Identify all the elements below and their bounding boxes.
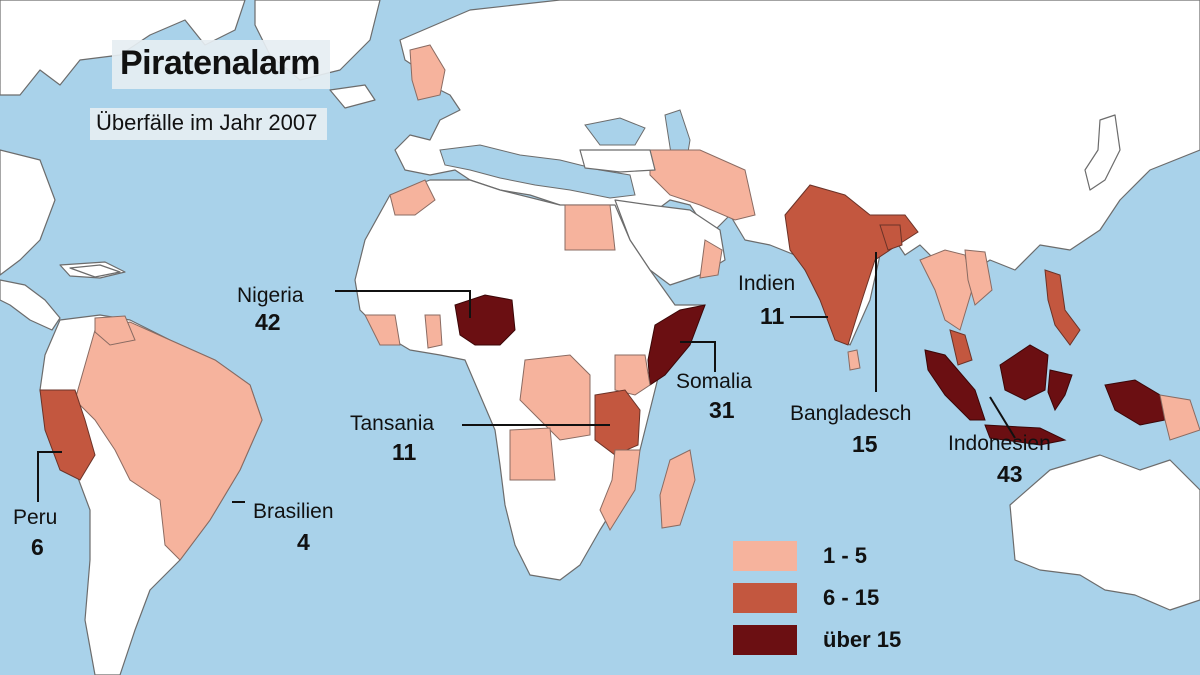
label-brasilien-name: Brasilien <box>253 500 334 523</box>
legend-item: 1 - 5 <box>733 540 901 572</box>
country-somalia <box>647 304 706 386</box>
country-turkey <box>579 149 656 173</box>
label-bangladesch-attacks: 15 <box>852 431 878 457</box>
country-oman <box>699 239 723 279</box>
country-indonesia-java <box>984 424 1067 446</box>
country-indonesia-sumatra <box>924 349 986 421</box>
country-egypt <box>564 204 616 251</box>
label-peru-name: Peru <box>13 506 57 529</box>
label-nigeria-attacks: 42 <box>255 309 281 335</box>
landmass-north-america-south <box>0 149 56 276</box>
country-sri-lanka <box>847 349 861 371</box>
country-malaysia <box>949 329 973 366</box>
country-west-africa-coast <box>364 314 401 346</box>
map-title: Piratenalarm <box>120 44 321 82</box>
landmass-eurasia <box>394 0 1200 346</box>
landmass-australia <box>1009 454 1200 611</box>
country-iran-region <box>649 149 756 221</box>
label-indien-name: Indien <box>738 272 795 295</box>
leader-nigeria <box>335 290 471 318</box>
country-venezuela-guyana <box>94 315 136 346</box>
country-indonesia-borneo <box>999 344 1049 401</box>
landmass-japan <box>1084 114 1121 191</box>
label-tansania-name: Tansania <box>350 412 434 435</box>
label-indonesien-attacks: 43 <box>997 461 1023 487</box>
landmass-uk <box>409 44 446 101</box>
label-brasilien-attacks: 4 <box>297 529 310 555</box>
label-tansania-attacks: 11 <box>392 439 417 465</box>
country-drc <box>519 354 591 441</box>
country-morocco <box>389 179 436 216</box>
landmass-cuba <box>69 264 121 278</box>
leader-peru <box>37 451 62 502</box>
legend-label-mid: 6 - 15 <box>823 585 880 610</box>
legend-swatch-mid <box>733 583 797 613</box>
country-myanmar-thailand <box>919 249 973 331</box>
country-philippines <box>1044 269 1081 346</box>
legend-item: über 15 <box>733 624 901 656</box>
leader-indonesien <box>989 396 1016 439</box>
label-peru-attacks: 6 <box>31 534 44 560</box>
label-bangladesch-name: Bangladesch <box>790 402 911 425</box>
subtitle-box: Überfälle im Jahr 2007 <box>90 108 328 140</box>
title-box: Piratenalarm <box>112 40 330 89</box>
country-indonesia-sulawesi <box>1047 369 1073 412</box>
country-ethiopia-kenya <box>614 354 651 396</box>
country-peru <box>39 389 96 481</box>
leader-somalia <box>680 341 716 372</box>
country-mozambique <box>599 449 641 532</box>
legend: 1 - 5 6 - 15 über 15 <box>733 540 901 666</box>
landmass-central-america <box>0 279 61 331</box>
country-madagascar <box>659 449 696 529</box>
black-sea <box>584 117 646 146</box>
country-papua-new-guinea <box>1159 394 1200 441</box>
country-angola <box>509 427 556 481</box>
country-brazil <box>74 321 263 561</box>
label-somalia-name: Somalia <box>676 370 752 393</box>
label-indonesien-name: Indonesien <box>948 432 1051 455</box>
country-bangladesh <box>879 224 903 251</box>
country-tanzania <box>594 389 641 456</box>
legend-swatch-low <box>733 541 797 571</box>
label-nigeria-name: Nigeria <box>237 284 304 307</box>
country-ghana <box>424 314 443 349</box>
mediterranean-sea <box>439 144 636 199</box>
legend-swatch-high <box>733 625 797 655</box>
country-nigeria <box>454 294 516 346</box>
landmass-iceland <box>329 84 376 109</box>
legend-label-high: über 15 <box>823 627 902 652</box>
label-indien-attacks: 11 <box>760 303 785 329</box>
legend-item: 6 - 15 <box>733 582 901 614</box>
country-vietnam <box>964 249 993 306</box>
label-somalia-attacks: 31 <box>709 397 735 423</box>
map-subtitle: Überfälle im Jahr 2007 <box>96 110 318 135</box>
legend-label-low: 1 - 5 <box>823 543 868 568</box>
